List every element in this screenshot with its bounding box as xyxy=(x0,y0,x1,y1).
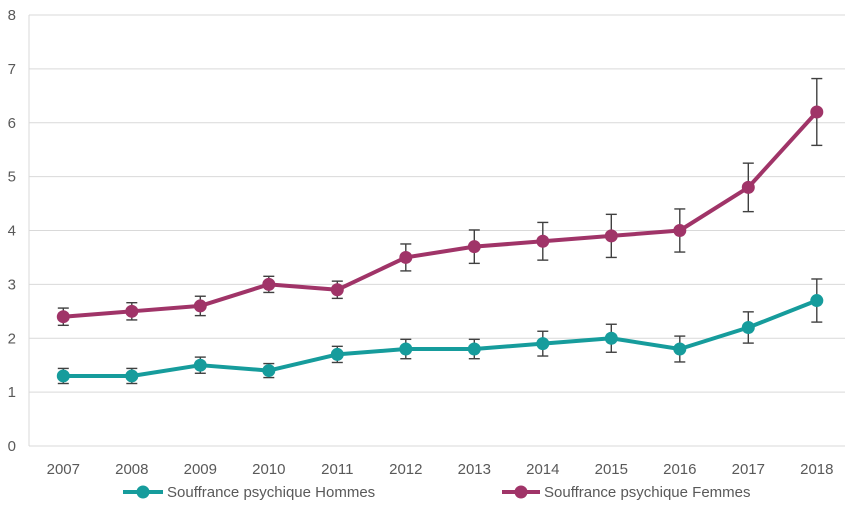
x-tick-label: 2009 xyxy=(184,461,217,478)
legend-dot-marker-femmes xyxy=(514,485,528,499)
legend-dot-marker-hommes xyxy=(136,485,150,499)
data-point-hommes-2008 xyxy=(125,369,139,383)
x-tick-label: 2015 xyxy=(595,461,628,478)
x-tick-label: 2011 xyxy=(321,461,353,478)
data-point-femmes-2013 xyxy=(467,240,481,254)
data-point-hommes-2009 xyxy=(193,358,207,372)
y-tick-label: 3 xyxy=(8,276,16,293)
legend-label-femmes: Souffrance psychique Femmes xyxy=(544,484,751,501)
y-tick-label: 8 xyxy=(8,7,16,24)
y-tick-label: 5 xyxy=(8,169,16,186)
series-lines xyxy=(56,105,824,383)
legend-item-femmes: Souffrance psychique Femmes xyxy=(502,484,751,501)
y-tick-label: 7 xyxy=(8,61,16,78)
gridlines xyxy=(28,14,845,447)
x-tick-label: 2017 xyxy=(732,461,765,478)
x-tick-label: 2010 xyxy=(252,461,285,478)
data-point-femmes-2012 xyxy=(399,250,413,264)
data-point-hommes-2007 xyxy=(56,369,70,383)
x-tick-label: 2016 xyxy=(663,461,696,478)
legend-label-hommes: Souffrance psychique Hommes xyxy=(167,484,375,501)
data-point-femmes-2017 xyxy=(741,180,755,194)
data-point-hommes-2013 xyxy=(467,342,481,356)
data-point-hommes-2016 xyxy=(673,342,687,356)
data-point-femmes-2015 xyxy=(604,229,618,243)
x-tick-label: 2018 xyxy=(800,461,833,478)
data-point-femmes-2010 xyxy=(262,277,276,291)
data-point-hommes-2017 xyxy=(741,320,755,334)
data-point-femmes-2018 xyxy=(810,105,824,119)
series-line-hommes xyxy=(63,298,818,378)
y-axis-labels: 0 1 2 3 4 5 6 7 8 xyxy=(8,7,16,455)
x-axis-labels: 2007 2008 2009 2010 2011 2012 2013 2014 2015 2016… xyxy=(47,461,834,478)
data-point-hommes-2012 xyxy=(399,342,413,356)
data-point-hommes-2018 xyxy=(810,294,824,308)
legend-item-hommes: Souffrance psychique Hommes xyxy=(123,484,375,501)
legend: Souffrance psychique Hommes Souffrance p… xyxy=(123,484,751,501)
data-point-hommes-2010 xyxy=(262,364,276,378)
y-tick-label: 1 xyxy=(8,384,16,401)
data-point-hommes-2015 xyxy=(604,331,618,345)
x-tick-label: 2007 xyxy=(47,461,80,478)
data-point-femmes-2009 xyxy=(193,299,207,313)
x-tick-label: 2008 xyxy=(115,461,148,478)
y-tick-label: 6 xyxy=(8,115,16,132)
y-tick-label: 0 xyxy=(8,438,16,455)
x-tick-label: 2013 xyxy=(458,461,491,478)
y-tick-label: 2 xyxy=(8,330,16,347)
series-line-femmes xyxy=(63,110,819,319)
data-point-femmes-2007 xyxy=(56,310,70,324)
data-point-femmes-2008 xyxy=(125,304,139,318)
x-tick-label: 2014 xyxy=(526,461,559,478)
data-point-femmes-2011 xyxy=(330,283,344,297)
data-point-hommes-2011 xyxy=(330,347,344,361)
x-tick-label: 2012 xyxy=(389,461,422,478)
data-point-femmes-2014 xyxy=(536,234,550,248)
data-point-hommes-2014 xyxy=(536,337,550,351)
y-tick-label: 4 xyxy=(8,223,16,240)
data-point-femmes-2016 xyxy=(673,224,687,237)
